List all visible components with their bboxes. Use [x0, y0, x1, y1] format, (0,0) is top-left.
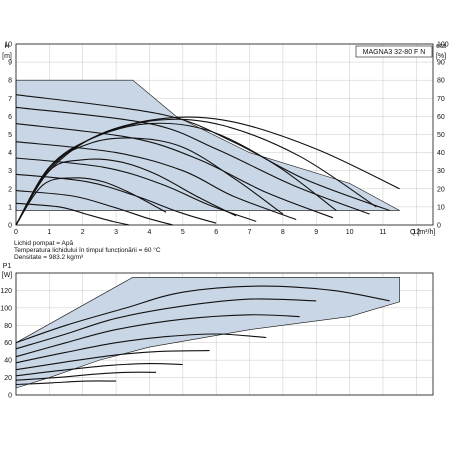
y-tick-label: 120: [0, 288, 12, 295]
x-tick-label: 3: [114, 229, 118, 236]
y2-tick-label: 20: [437, 186, 445, 193]
x-tick-label: 5: [181, 229, 185, 236]
y-tick-label: 8: [8, 78, 12, 85]
y2-tick-label: 70: [437, 96, 445, 103]
x-axis-label: Q [m³/h]: [410, 229, 435, 236]
y-axis-unit: [m]: [2, 53, 12, 60]
fluid-info-line: Densitate = 983.2 kg/m³: [14, 254, 84, 261]
head-curve: [15, 123, 334, 219]
x-tick-label: 11: [379, 229, 386, 236]
y-axis-label: H: [4, 43, 9, 50]
x-tick-label: 1: [47, 229, 51, 236]
x-tick-label: 9: [314, 229, 318, 236]
y-tick-label: 5: [8, 132, 12, 139]
x-tick-label: 7: [248, 229, 252, 236]
model-label-box: [355, 45, 433, 58]
power-curve: [15, 333, 267, 364]
y-tick-label: 9: [8, 60, 12, 67]
y-axis-label: P1: [3, 263, 12, 270]
plot-frame: [15, 43, 434, 226]
y-tick-label: 0: [8, 223, 12, 230]
x-tick-label: 4: [147, 229, 151, 236]
power-curve: [15, 298, 317, 350]
y-tick-label: 7: [8, 96, 12, 103]
fluid-info-line: Temperatura lichidului în timpul funcțio…: [14, 246, 161, 254]
operating-envelope: [15, 277, 400, 389]
head-curve: [15, 202, 130, 226]
y-tick-label: 3: [8, 168, 12, 175]
y-axis-unit: [W]: [2, 272, 13, 279]
y-tick-label: 6: [8, 114, 12, 121]
y2-tick-label: 0: [437, 223, 441, 230]
plot-frame: [15, 272, 434, 396]
x-tick-label: 2: [81, 229, 85, 236]
y2-tick-label: 100: [437, 42, 449, 49]
power-curve: [15, 285, 390, 344]
y2-tick-label: 10: [437, 204, 445, 211]
fluid-info-line: Lichid pompat = Apă: [14, 240, 73, 247]
head-curve: [15, 141, 297, 221]
x-tick-label: 6: [214, 229, 218, 236]
head-curve: [15, 157, 257, 222]
y-tick-label: 0: [8, 393, 12, 400]
y2-tick-label: 90: [437, 60, 445, 67]
x-tick-label: 8: [281, 229, 285, 236]
model-label: MAGNA3 32-80 F N: [363, 49, 426, 56]
y-tick-label: 10: [4, 42, 12, 49]
y2-tick-label: 80: [437, 78, 445, 85]
y2-tick-label: 50: [437, 132, 445, 139]
efficiency-curve: [15, 118, 377, 226]
power-curve: [15, 363, 183, 377]
y-tick-label: 80: [4, 323, 12, 330]
fluid-info-block: Lichid pompat = Apă Temperatura lichidul…: [14, 240, 161, 261]
y2-axis-unit: [%]: [436, 53, 446, 60]
y-tick-label: 4: [8, 150, 12, 157]
power-curve: [15, 350, 210, 371]
power-curve: [15, 314, 300, 358]
y-tick-label: 60: [4, 340, 12, 347]
power-plot: 0 20 40 60 80 100 120 P1 [W]: [0, 263, 434, 400]
x-tick-label: 10: [346, 229, 354, 236]
head-curve: [15, 106, 370, 215]
power-curve: [15, 380, 117, 386]
y-tick-label: 2: [8, 186, 12, 193]
y-tick-label: 40: [4, 358, 12, 365]
head-curve: [15, 173, 217, 224]
y2-tick-label: 60: [437, 114, 445, 121]
y2-tick-label: 40: [437, 150, 445, 157]
y-tick-label: 1: [8, 204, 12, 211]
y-tick-label: 20: [4, 375, 12, 382]
y2-axis-label: eta: [436, 43, 446, 50]
efficiency-curve: [15, 158, 237, 226]
power-curve: [15, 371, 157, 381]
y2-tick-label: 30: [437, 168, 445, 175]
head-curve: [15, 190, 173, 226]
x-tick-label: 12: [412, 229, 420, 236]
x-tick-label: 0: [14, 229, 18, 236]
y-tick-label: 100: [0, 305, 12, 312]
head-curve: [15, 94, 390, 212]
